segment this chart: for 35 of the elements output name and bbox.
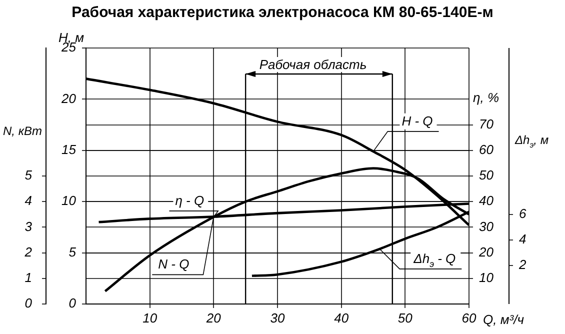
y-tick-label: 20 [60,90,77,106]
y3-tick-label: 60 [479,142,494,158]
y3-tick-label: 40 [479,193,494,208]
y3-tick-label: 20 [478,244,494,260]
text: N - Q [158,256,190,272]
y3-tick-label: 50 [479,168,494,183]
text: H - Q [402,113,433,128]
y2-tick-label: 5 [24,168,33,183]
y3-tick-label: 70 [479,116,494,132]
y-tick-label: 10 [62,193,77,208]
x-tick-label: 50 [398,310,414,326]
y-tick-label: 4 [519,232,526,247]
x-axis-title: Q, м³/ч [483,312,524,327]
x-tick-label: 10 [142,310,158,326]
x-tick-label: 30 [270,310,286,326]
y-tick-label: 15 [62,142,77,158]
y3-tick-label: 30 [479,218,494,234]
y2-tick-label: 2 [24,244,33,260]
y-tick-label: 2 [518,257,527,272]
x-tick-label: 40 [334,310,350,326]
x-tick-label: 60 [462,310,477,326]
y3-axis-title: η, % [473,90,499,105]
y-tick-label: 0 [68,296,77,311]
y3-tick-label: 10 [479,270,494,286]
annotation: Рабочая область [259,57,367,72]
y-tick-label: 6 [519,206,527,222]
y2-tick-label: 1 [24,270,32,286]
y-tick-label: 5 [68,244,77,260]
chart-title: Рабочая характеристика электронасоса КМ 80-65-140Е-м [70,4,494,21]
y2-tick-label: 4 [24,193,32,208]
series-label: η - Q [175,192,204,208]
x-tick-label: 20 [205,310,222,326]
y2-axis-title: N, кВт [3,124,42,138]
y2-tick-label: 0 [24,296,33,311]
y2-tick-label: 3 [24,218,33,234]
